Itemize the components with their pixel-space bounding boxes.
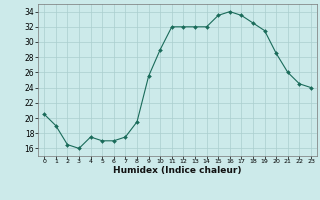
X-axis label: Humidex (Indice chaleur): Humidex (Indice chaleur) bbox=[113, 166, 242, 175]
